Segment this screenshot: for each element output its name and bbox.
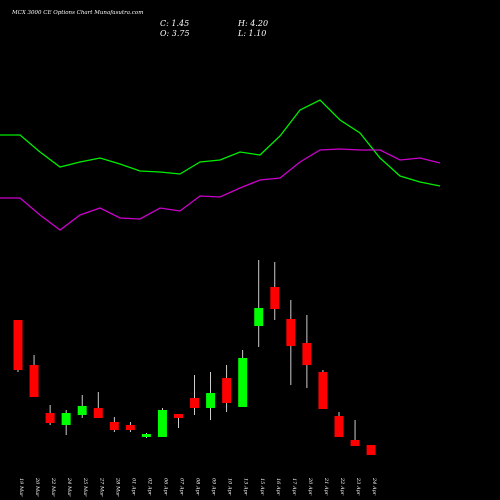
candle-body — [157, 410, 167, 437]
candle-body — [45, 413, 55, 423]
candle-body — [174, 414, 183, 418]
x-tick-label: 16 Apr — [275, 478, 281, 496]
ohlc-low: L: 1.10 — [237, 29, 266, 38]
candle-body — [366, 445, 376, 455]
x-tick-label: 01 Apr — [130, 478, 136, 496]
candle-body — [125, 425, 135, 430]
x-tick-label: 20 Mar — [34, 477, 40, 497]
x-tick-label: 13 Apr — [243, 478, 249, 496]
x-tick-label: 17 Apr — [291, 478, 297, 496]
x-tick-label: 02 Apr — [146, 478, 152, 496]
ohlc-open: O: 3.75 — [160, 29, 190, 38]
x-tick-label: 15 Apr — [259, 478, 265, 496]
candle-body — [206, 393, 216, 408]
candle-body — [286, 319, 296, 346]
candle-body — [109, 422, 119, 430]
x-tick-label: 24 Apr — [371, 477, 377, 496]
x-tick-label: 09 Apr — [211, 478, 217, 496]
x-tick-label: 27 Mar — [98, 477, 104, 497]
x-tick-label: 10 Apr — [227, 478, 233, 496]
x-tick-label: 28 Mar — [114, 477, 120, 497]
candle-body — [334, 416, 344, 437]
x-tick-label: 22 Apr — [339, 477, 345, 496]
chart-title: MCX 3000 CE Options Chart Munafasutra.co… — [11, 10, 143, 16]
x-tick-label: 06 Apr — [162, 478, 168, 496]
x-tick-label: 21 Apr — [323, 477, 329, 496]
candle-body — [222, 378, 232, 403]
candle-body — [190, 398, 200, 408]
candle-body — [350, 440, 360, 446]
x-tick-label: 07 Apr — [179, 478, 185, 496]
ohlc-high: H: 4.20 — [237, 19, 268, 28]
candle-body — [29, 365, 39, 397]
candle-body — [141, 434, 151, 437]
candle-body — [318, 372, 328, 409]
x-tick-label: 20 Apr — [307, 477, 313, 496]
x-tick-label: 24 Mar — [66, 477, 72, 497]
candle-body — [77, 406, 87, 415]
x-tick-label: 19 Mar — [18, 478, 24, 497]
candle-body — [254, 308, 264, 326]
candle-body — [270, 287, 280, 309]
candle-body — [302, 343, 312, 365]
ohlc-close: C: 1.45 — [160, 19, 189, 28]
candle-body — [61, 413, 71, 425]
x-tick-label: 22 Mar — [50, 477, 56, 497]
indicator-line — [0, 99, 441, 187]
candle-body — [238, 358, 248, 407]
indicator-line — [0, 148, 441, 231]
x-tick-label: 23 Apr — [355, 477, 361, 496]
candle-body — [13, 320, 23, 370]
x-tick-label: 08 Apr — [195, 478, 201, 496]
x-tick-label: 25 Mar — [82, 477, 88, 497]
candle-body — [93, 408, 103, 418]
